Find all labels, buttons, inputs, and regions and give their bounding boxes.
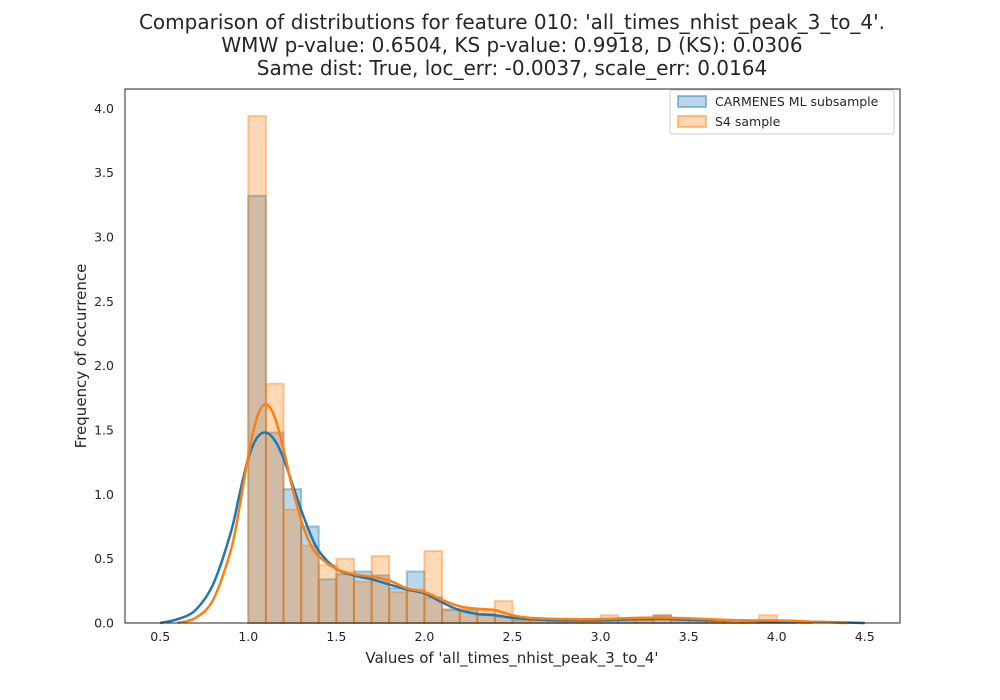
hist-bar-s4-9: [405, 588, 426, 624]
x-tick-label-3: 2.0: [414, 629, 434, 644]
x-tick-label-4: 2.5: [503, 629, 523, 644]
hist-bar-s4-0: [247, 115, 267, 624]
y-tick-label-4: 2.0: [94, 358, 114, 373]
hist-bar-s4-11: [441, 607, 461, 624]
y-axis-label: Frequency of occurrence: [72, 264, 90, 449]
x-axis-label: Values of 'all_times_nhist_peak_3_to_4': [365, 649, 658, 668]
y-axis-ticks: 0.0 0.5 1.0 1.5 2.0 2.5 3.0 3.5 4.0: [94, 101, 114, 631]
x-tick-label-7: 4.0: [767, 629, 787, 644]
y-tick-label-3: 1.5: [94, 422, 114, 437]
x-tick-label-0: 0.5: [150, 629, 170, 644]
kde-curves: [159, 403, 865, 625]
title-line-1: Comparison of distributions for feature …: [139, 10, 885, 34]
y-tick-label-1: 0.5: [94, 551, 114, 566]
plot-frame: [124, 88, 901, 624]
hist-bar-s4-4: [317, 564, 338, 624]
y-tick-label-5: 2.5: [94, 294, 114, 309]
y-tick-label-0: 0.0: [94, 616, 114, 631]
hist-bar-s4-5: [335, 557, 355, 625]
legend-label-s4: S4 sample: [715, 114, 781, 129]
x-tick-label-1: 1.0: [238, 629, 258, 644]
histogram-bars: [247, 115, 813, 625]
title-line-2: WMW p-value: 0.6504, KS p-value: 0.9918,…: [221, 33, 802, 57]
kde-line-s4: [177, 403, 848, 625]
hist-bar-s4-10: [423, 549, 444, 624]
y-tick-label-7: 3.5: [94, 165, 114, 180]
chart-title: Comparison of distributions for feature …: [139, 10, 885, 80]
hist-bar-s4-8: [388, 591, 408, 624]
legend: CARMENES ML subsample S4 sample: [669, 89, 895, 135]
y-tick-label-8: 4.0: [94, 101, 114, 116]
y-tick-label-6: 3.0: [94, 229, 114, 244]
x-axis-ticks: 0.5 1.0 1.5 2.0 2.5 3.0 3.5 4.0 4.5: [150, 629, 874, 644]
x-tick-label-6: 3.5: [679, 629, 699, 644]
legend-box: [669, 89, 895, 135]
legend-swatch-carmenes: [677, 95, 707, 108]
legend-label-carmenes: CARMENES ML subsample: [715, 94, 879, 109]
y-tick-label-2: 1.0: [94, 487, 114, 502]
title-line-3: Same dist: True, loc_err: -0.0037, scale…: [257, 56, 767, 80]
x-tick-label-5: 3.0: [591, 629, 611, 644]
hist-bar-s4-13: [476, 609, 496, 624]
hist-bar-s4-3: [300, 544, 320, 624]
hist-bar-s4-2: [282, 508, 303, 624]
hist-bar-s4-7: [370, 555, 391, 625]
x-tick-label-2: 1.5: [326, 629, 346, 644]
x-tick-label-8: 4.5: [855, 629, 875, 644]
hist-bar-s4-6: [352, 580, 373, 624]
legend-swatch-s4: [677, 115, 707, 128]
